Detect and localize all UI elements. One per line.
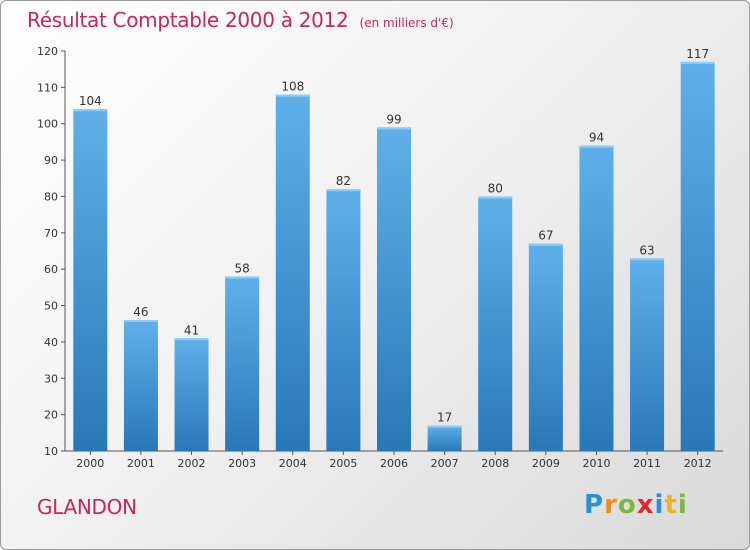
x-tick-label: 2008: [481, 457, 509, 470]
x-tick-label: 2001: [127, 457, 155, 470]
data-label: 80: [488, 181, 503, 195]
bar: [528, 243, 563, 451]
bar-highlight: [427, 425, 462, 428]
bars: 104 46 41 58 108 82 99 17 80 67 94 63 117: [73, 47, 715, 452]
bar-highlight: [225, 276, 260, 279]
x-tick-label: 2006: [380, 457, 408, 470]
bar: [174, 338, 209, 451]
logo-letter: P: [584, 490, 605, 520]
y-tick-label: 90: [44, 154, 58, 167]
data-label: 17: [437, 411, 452, 425]
y-tick-label: 110: [37, 81, 58, 94]
x-tick-label: 2003: [228, 457, 256, 470]
x-tick-label: 2007: [431, 457, 459, 470]
bar: [680, 61, 715, 452]
data-label: 117: [686, 47, 709, 61]
commune-name: GLANDON: [37, 495, 137, 519]
y-tick-label: 80: [44, 190, 58, 203]
bar-highlight: [630, 258, 665, 261]
bar-highlight: [528, 243, 563, 246]
title-unit: (en milliers d'€): [359, 16, 454, 30]
logo-letter: o: [617, 490, 637, 520]
title-main: Résultat Comptable 2000 à 2012: [27, 8, 349, 32]
bar: [579, 145, 614, 451]
chart-title: Résultat Comptable 2000 à 2012 (en milli…: [27, 8, 454, 32]
x-tick-label: 2010: [582, 457, 610, 470]
bar: [478, 196, 513, 451]
data-label: 82: [336, 174, 351, 188]
data-label: 58: [235, 261, 250, 275]
x-tick-label: 2004: [279, 457, 307, 470]
bar: [377, 127, 411, 451]
logo-letter: t: [664, 490, 678, 520]
data-label: 99: [386, 112, 401, 126]
x-tick-label: 2000: [76, 457, 104, 470]
bar-highlight: [275, 94, 310, 97]
y-tick-label: 20: [44, 409, 58, 422]
data-label: 63: [639, 243, 654, 257]
data-label: 104: [79, 94, 102, 108]
data-label: 41: [184, 323, 199, 337]
x-tick-label: 2009: [532, 457, 560, 470]
y-tick-label: 60: [44, 263, 58, 276]
bar: [326, 189, 361, 451]
y-tick-label: 50: [44, 300, 58, 313]
x-tick-label: 2011: [633, 457, 661, 470]
bar-highlight: [326, 189, 361, 192]
bar: [275, 94, 310, 452]
bar: [123, 320, 158, 451]
bar: [630, 258, 665, 451]
bar-highlight: [579, 145, 614, 148]
bar-highlight: [123, 320, 158, 323]
x-tick-label: 2002: [178, 457, 206, 470]
bar-highlight: [73, 109, 108, 112]
logo-letter: i: [677, 490, 688, 520]
data-label: 108: [281, 80, 304, 94]
bar: [225, 276, 260, 451]
y-tick-label: 70: [44, 227, 58, 240]
axes: 10 20 30 40 50 60 70 80 90 100 110 120 2000 2001 2002 2…: [37, 45, 723, 470]
y-tick-label: 120: [37, 45, 58, 58]
data-label: 67: [538, 229, 553, 243]
data-label: 46: [133, 305, 148, 319]
y-tick-label: 10: [44, 445, 58, 458]
y-tick-label: 30: [44, 372, 58, 385]
x-tick-label: 2005: [329, 457, 357, 470]
bar-highlight: [174, 338, 209, 341]
bar-highlight: [478, 196, 513, 199]
x-tick-label: 2012: [684, 457, 712, 470]
proxiti-logo[interactable]: Proxiti: [584, 490, 688, 520]
logo-letter: i: [654, 490, 665, 520]
y-tick-label: 100: [37, 118, 58, 131]
y-tick-label: 40: [44, 336, 58, 349]
data-label: 94: [589, 131, 604, 145]
bar: [73, 109, 108, 451]
logo-letter: r: [604, 490, 618, 520]
bar: [427, 425, 462, 451]
logo-letter: x: [636, 490, 655, 520]
bar-highlight: [680, 61, 715, 64]
bar-highlight: [377, 127, 411, 130]
